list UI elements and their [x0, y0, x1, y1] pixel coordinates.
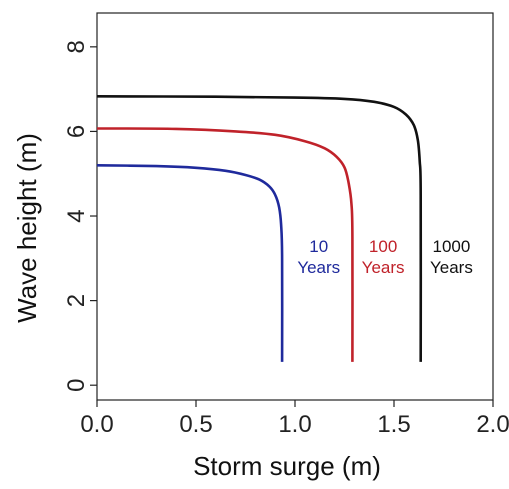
y-tick-label: 0 — [63, 379, 90, 392]
series-label-1: 100 — [369, 237, 397, 256]
x-tick-label: 2.0 — [476, 411, 509, 438]
series-label-2: 1000 — [433, 237, 471, 256]
series-line-2 — [96, 95, 423, 362]
series-layer — [96, 95, 423, 362]
y-axis-title: Wave height (m) — [12, 133, 42, 323]
y-tick-label: 8 — [63, 40, 90, 53]
x-tick-label: 0.5 — [179, 411, 212, 438]
plot-frame — [96, 12, 494, 401]
x-axis-title: Storm surge (m) — [193, 451, 381, 481]
series-label-1: Years — [362, 258, 405, 277]
curve-labels: 10 Years 100 Years 1000 Years — [297, 237, 473, 277]
series-label-0: Years — [297, 258, 340, 277]
y-axis: 0 2 4 6 8 — [63, 40, 97, 392]
y-tick-label: 4 — [63, 209, 90, 222]
y-tick-label: 6 — [63, 125, 90, 138]
series-label-2: Years — [430, 258, 473, 277]
series-label-0: 10 — [309, 237, 328, 256]
x-tick-label: 1.5 — [377, 411, 410, 438]
series-line-1 — [96, 127, 354, 362]
y-tick-label: 2 — [63, 294, 90, 307]
x-axis: 0.0 0.5 1.0 1.5 2.0 — [80, 400, 509, 438]
x-tick-label: 0.0 — [80, 411, 113, 438]
x-tick-label: 1.0 — [278, 411, 311, 438]
series-line-0 — [96, 164, 284, 362]
